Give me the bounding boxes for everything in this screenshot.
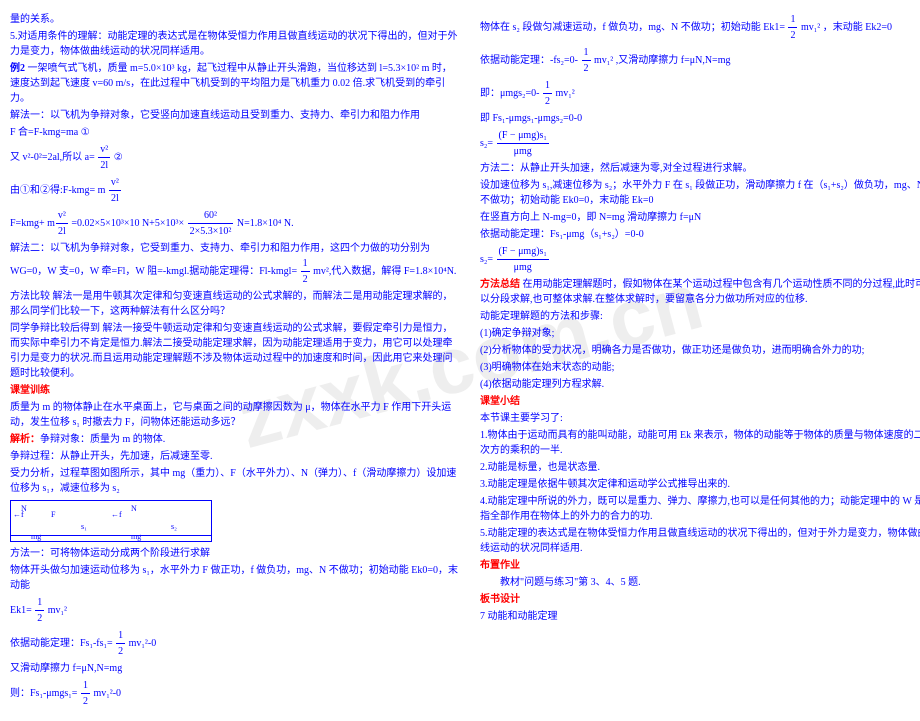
force-diagram: N F ←f mg s₁ N ←f mg s₂ <box>10 500 212 542</box>
solution-2: 解法二：以飞机为争辩对象，它受到重力、支持力、牵引力和阻力作用，这四个力做的功分… <box>10 241 460 287</box>
analysis: 解析：争辩对象：质量为 m 的物体. <box>10 432 460 447</box>
equation-1: F 合=F-kmg=ma ① <box>10 125 460 140</box>
board-text: 7 动能和动能定理 <box>480 609 920 624</box>
method-compare: 方法比较 解法一是用牛顿其次定律和匀变速直线运动的公式求解的，而解法二是用动能定… <box>10 289 460 319</box>
method-2-theorem: 依据动能定理：Fs₁-μmg（s₁+s₂）=0-0 <box>480 227 920 242</box>
equation-4: F=kmg+ mv²2l =0.02×5×10³×10 N+5×10³× 60²… <box>10 208 460 239</box>
example-label: 例2 <box>10 63 25 74</box>
equation-ek: Ek1= 12 mv₁² <box>10 595 460 626</box>
method-2-label: 方法二：从静止开头加速，然后减速为零,对全过程进行求解。 <box>480 161 920 176</box>
equation-2: 又 v²-0²=2al,所以 a= v²2l ② <box>10 142 460 173</box>
method-1-text: 物体开头做匀加速运动位移为 s₁，水平外力 F 做正功，f 做负功，mg、N 不… <box>10 563 460 593</box>
text-line: 量的关系。 <box>10 12 460 27</box>
method-summary-heading: 方法总结 <box>480 279 520 290</box>
equation-theorem: 依据动能定理：Fs₁-fs₁= 12 mv₁²-0 <box>10 628 460 659</box>
equation-friction: 又滑动摩擦力 f=μN,N=mg <box>10 661 460 676</box>
summary-line: 方法总结 在用动能定理解题时，假如物体在某个运动过程中包含有几个运动性质不同的分… <box>480 277 920 307</box>
method-1-label: 方法一：可将物体运动分成两个阶段进行求解 <box>10 546 460 561</box>
right-column: 物体在 s₂ 段做匀减速运动，f 做负功，mg、N 不做功；初始动能 Ek1= … <box>480 10 920 711</box>
board-heading: 板书设计 <box>480 592 920 607</box>
text-line: 依据动能定理：-fs₂=0- 12 mv₁² ,又滑动摩擦力 f=μN,N=mg <box>480 45 920 76</box>
homework-text: 教材"问题与练习"第 3、4、5 题. <box>480 575 920 590</box>
homework-heading: 布置作业 <box>480 558 920 573</box>
student-compare: 同学争辩比较后得到 解法一接受牛顿运动定律和匀变速直线运动的公式求解，要假定牵引… <box>10 321 460 381</box>
training-text: 质量为 m 的物体静止在水平桌面上，它与桌面之间的动摩擦因数为 μ，物体在水平力… <box>10 400 460 430</box>
text-line: 即 Fs₁-μmgs₁-μmgs₂=0-0 <box>480 111 920 126</box>
analysis-label: 解析： <box>10 434 40 445</box>
class-summary-heading: 课堂小结 <box>480 394 920 409</box>
training-heading: 课堂训练 <box>10 383 460 398</box>
cs-1: 1.物体由于运动而具有的能叫动能，动能可用 Ek 来表示，物体的动能等于物体的质… <box>480 428 920 458</box>
step-3: (3)明确物体在始末状态的动能; <box>480 360 920 375</box>
solution-1: 解法一：以飞机为争辩对象，它受竖向加速直线运动且受到重力、支持力、牵引力和阻力作… <box>10 108 460 123</box>
cs-4: 4.动能定理中所说的外力，既可以是重力、弹力、摩擦力,也可以是任何其他的力；动能… <box>480 494 920 524</box>
cs-2: 2.动能是标量，也是状态量. <box>480 460 920 475</box>
text-line: 5.对适用条件的理解：动能定理的表达式是在物体受恒力作用且做直线运动的状况下得出… <box>10 29 460 59</box>
text-line: 物体在 s₂ 段做匀减速运动，f 做负功，mg、N 不做功；初始动能 Ek1= … <box>480 12 920 43</box>
text-line: 即：μmgs₂=0- 12 mv₁² <box>480 78 920 109</box>
class-summary-text: 本节课主要学习了: <box>480 411 920 426</box>
process-text: 争辩过程：从静止开头，先加速，后减速至零. <box>10 449 460 464</box>
cs-3: 3.动能定理是依据牛顿其次定律和运动学公式推导出来的. <box>480 477 920 492</box>
equation-s2-final: s₂= (F − μmg)s₁μmg <box>480 244 920 275</box>
example-text: 一架喷气式飞机，质量 m=5.0×10³ kg，起飞过程中从静止开头滑跑，当位移… <box>10 63 452 104</box>
example-2: 例2 一架喷气式飞机，质量 m=5.0×10³ kg，起飞过程中从静止开头滑跑，… <box>10 61 460 106</box>
step-4: (4)依据动能定理列方程求解. <box>480 377 920 392</box>
left-column: 量的关系。 5.对适用条件的理解：动能定理的表达式是在物体受恒力作用且做直线运动… <box>10 10 460 711</box>
step-1: (1)确定争辩对象; <box>480 326 920 341</box>
steps-title: 动能定理解题的方法和步骤: <box>480 309 920 324</box>
method-2-vertical: 在竖直方向上 N-mg=0，即 N=mg 滑动摩擦力 f=μN <box>480 210 920 225</box>
equation-s2: s₂= (F − μmg)s₁μmg <box>480 128 920 159</box>
cs-5: 5.动能定理的表达式是在物体受恒力作用且做直线运动的状况下得出的，但对于外力是变… <box>480 526 920 556</box>
step-2: (2)分析物体的受力状况，明确各力是否做功，做正功还是做负功，进而明确合外力的功… <box>480 343 920 358</box>
method-2-text: 设加速位移为 s₁,减速位移为 s₂；水平外力 F 在 s₁ 段做正功，滑动摩擦… <box>480 178 920 208</box>
equation-3: 由①和②得:F-kmg= m v²2l <box>10 175 460 206</box>
force-analysis: 受力分析，过程草图如图所示，其中 mg（重力）、F（水平外力）、N（弹力）、f（… <box>10 466 460 496</box>
equation-result: 则：Fs₁-μmgs₁= 12 mv₁²-0 <box>10 678 460 709</box>
